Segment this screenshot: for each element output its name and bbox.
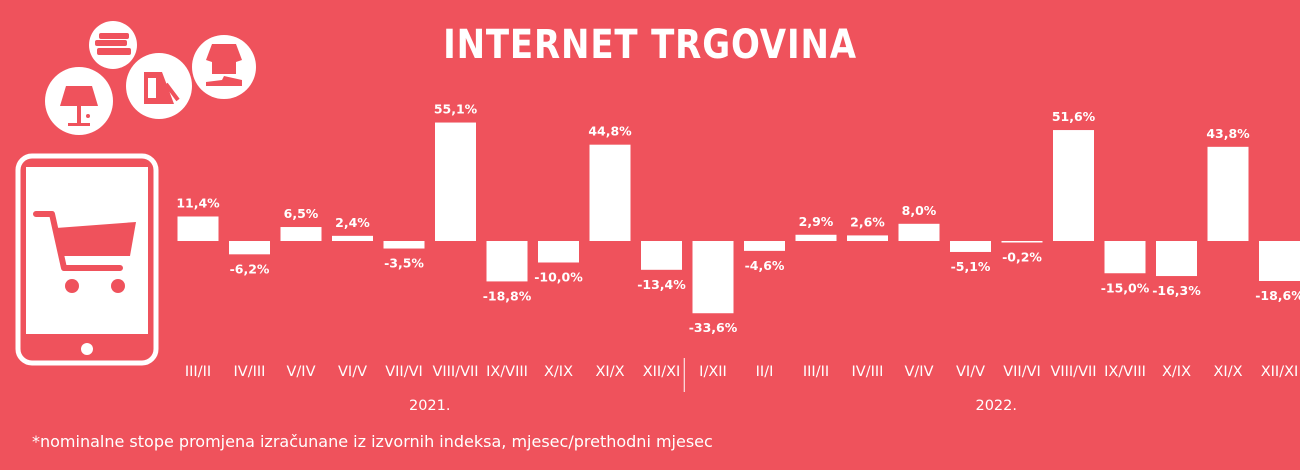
data-label-16: -5,1% — [951, 259, 991, 274]
bar-11 — [692, 241, 734, 314]
bar-2 — [229, 241, 270, 255]
data-label-7: -18,8% — [483, 288, 532, 303]
bar-5 — [383, 241, 425, 249]
data-label-22: -18,6% — [1255, 288, 1300, 303]
data-label-17: -0,2% — [1002, 250, 1042, 265]
data-label-11: -33,6% — [689, 320, 738, 335]
x-tick-label-11: I/XII — [699, 364, 727, 380]
bar-1 — [177, 216, 219, 241]
bar-13 — [795, 234, 837, 241]
bar-7 — [486, 241, 528, 282]
bar-22 — [1259, 241, 1300, 281]
x-tick-label-20: X/IX — [1162, 364, 1191, 380]
bar-6 — [435, 122, 476, 241]
data-label-4: 2,4% — [335, 215, 370, 230]
x-tick-label-13: III/II — [803, 364, 829, 380]
data-label-12: -4,6% — [745, 258, 785, 273]
year-label-2: 2022. — [975, 398, 1017, 414]
tablet-cart-icon — [15, 153, 159, 366]
data-label-20: -16,3% — [1152, 283, 1201, 298]
x-tick-label-6: VIII/VII — [432, 364, 478, 380]
x-tick-label-2: IV/III — [234, 364, 266, 380]
bar-8 — [538, 241, 579, 263]
data-label-14: 2,6% — [850, 214, 885, 229]
x-tick-label-1: III/II — [185, 364, 211, 380]
bar-3 — [280, 227, 322, 241]
bar-17 — [1001, 241, 1043, 243]
data-label-3: 6,5% — [284, 206, 319, 221]
bar-12 — [744, 241, 785, 251]
x-tick-label-12: II/I — [756, 364, 774, 380]
bar-16 — [950, 241, 991, 252]
x-tick-label-8: X/IX — [544, 364, 573, 380]
bar-4 — [332, 235, 373, 241]
data-label-13: 2,9% — [799, 214, 834, 229]
iron-icon — [126, 53, 192, 119]
chart-title: INTERNET TRGOVINA — [443, 22, 857, 68]
books-icon — [89, 21, 137, 69]
year-label-1: 2021. — [409, 398, 451, 414]
data-label-19: -15,0% — [1101, 280, 1150, 295]
bar-9 — [589, 144, 631, 241]
x-tick-label-21: XI/X — [1213, 364, 1242, 380]
x-tick-label-10: XII/XI — [643, 364, 681, 380]
clothing-icon — [192, 35, 256, 99]
x-tick-label-22: XII/XI — [1261, 364, 1299, 380]
x-tick-label-18: VIII/VII — [1050, 364, 1096, 380]
data-label-2: -6,2% — [230, 261, 270, 276]
data-label-15: 8,0% — [902, 203, 937, 218]
footnote: *nominalne stope promjena izračunane iz … — [32, 432, 713, 451]
data-label-18: 51,6% — [1052, 109, 1096, 124]
x-tick-label-16: VI/V — [956, 364, 985, 380]
data-label-5: -3,5% — [384, 256, 424, 271]
data-label-6: 55,1% — [434, 102, 478, 117]
x-tick-label-4: VI/V — [338, 364, 367, 380]
x-tick-label-15: V/IV — [905, 364, 934, 380]
lamp-icon — [45, 67, 113, 135]
x-tick-label-17: VII/VI — [1003, 364, 1041, 380]
data-label-9: 44,8% — [588, 124, 632, 139]
bar-20 — [1156, 241, 1197, 277]
x-tick-label-19: IX/VIII — [1104, 364, 1146, 380]
x-tick-label-14: IV/III — [852, 364, 884, 380]
bar-15 — [898, 223, 940, 241]
bar-18 — [1053, 130, 1094, 241]
data-label-10: -13,4% — [637, 277, 686, 292]
x-tick-label-9: XI/X — [595, 364, 624, 380]
bar-21 — [1207, 146, 1249, 241]
x-tick-label-7: IX/VIII — [486, 364, 528, 380]
x-tick-label-5: VII/VI — [385, 364, 423, 380]
data-label-21: 43,8% — [1206, 126, 1250, 141]
data-label-8: -10,0% — [534, 270, 583, 285]
bar-14 — [847, 235, 888, 241]
data-label-1: 11,4% — [176, 195, 220, 210]
x-tick-label-3: V/IV — [287, 364, 316, 380]
bar-19 — [1104, 241, 1146, 274]
bar-10 — [641, 241, 682, 270]
